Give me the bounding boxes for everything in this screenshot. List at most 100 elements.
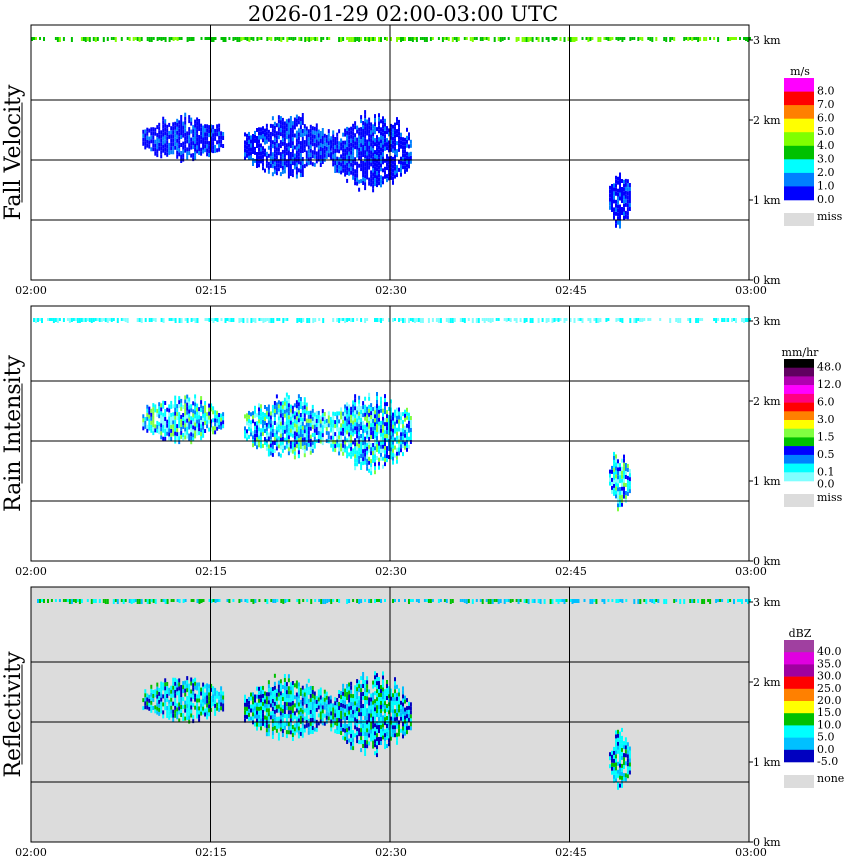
echo-pixel-cell-0227 xyxy=(372,180,375,185)
echo-pixel-cell-0210 xyxy=(158,406,161,411)
echo-pixel-cell-0210 xyxy=(142,706,145,711)
echo-pixel-cell-0227 xyxy=(390,175,392,180)
echo-pixel-cell-0227 xyxy=(366,442,369,447)
echo-pixel-cell-0227 xyxy=(364,154,367,159)
echo-pixel-cell-0227 xyxy=(380,135,382,140)
echo-pixel-cell-0210 xyxy=(152,127,155,132)
top-echo-pixel xyxy=(136,599,139,604)
echo-pixel-cell-0220 xyxy=(291,709,294,713)
echo-pixel-cell-0220 xyxy=(269,447,272,452)
echo-pixel-cell-0227 xyxy=(380,396,382,401)
echo-pixel-cell-0220 xyxy=(265,151,268,156)
echo-pixel-cell-0220 xyxy=(321,421,324,426)
echo-pixel-cell-0210 xyxy=(216,694,219,699)
echo-pixel-cell-0220 xyxy=(250,716,252,721)
top-echo-pixel xyxy=(621,599,624,603)
echo-pixel-cell-0227 xyxy=(408,428,410,433)
echo-pixel-cell-0220 xyxy=(291,417,294,422)
echo-pixel-cell-0249 xyxy=(623,765,625,770)
echo-pixel-cell-0227 xyxy=(409,428,412,432)
echo-pixel-cell-0210 xyxy=(212,426,215,431)
top-echo-pixel xyxy=(465,37,468,40)
echo-pixel-cell-0220 xyxy=(287,118,290,123)
echo-pixel-cell-0227 xyxy=(366,700,369,705)
echo-pixel-cell-0210 xyxy=(154,689,157,694)
echo-pixel-cell-0227 xyxy=(370,415,373,420)
echo-pixel-cell-0220 xyxy=(305,150,308,155)
echo-pixel-cell-0210 xyxy=(146,135,149,140)
echo-pixel-cell-0220 xyxy=(254,413,256,418)
echo-pixel-cell-0227 xyxy=(394,174,396,179)
echo-pixel-cell-0227 xyxy=(356,715,359,720)
echo-pixel-cell-0220 xyxy=(297,690,300,695)
echo-pixel-cell-0227 xyxy=(334,145,337,149)
echo-pixel-cell-0210 xyxy=(182,133,185,138)
top-echo-pixel xyxy=(216,599,219,602)
echo-pixel-cell-0210 xyxy=(164,127,167,132)
echo-pixel-cell-0210 xyxy=(150,708,153,713)
echo-pixel-cell-0227 xyxy=(370,138,373,143)
echo-pixel-cell-0227 xyxy=(392,124,394,129)
top-echo-pixel xyxy=(368,37,371,42)
echo-pixel-cell-0220 xyxy=(267,165,270,170)
echo-pixel-cell-0220 xyxy=(287,423,290,428)
echo-pixel-cell-0227 xyxy=(356,141,359,146)
echo-pixel-cell-0227 xyxy=(384,713,386,718)
echo-pixel-cell-0249 xyxy=(624,777,627,782)
echo-pixel-cell-0220 xyxy=(275,151,278,156)
echo-pixel-cell-0210 xyxy=(152,135,155,140)
echo-pixel-cell-0227 xyxy=(354,705,357,710)
echo-pixel-cell-0227 xyxy=(360,700,363,705)
echo-pixel-cell-0220 xyxy=(244,144,246,149)
echo-pixel-cell-0227 xyxy=(372,708,375,713)
echo-pixel-cell-0210 xyxy=(196,702,199,707)
top-echo-pixel xyxy=(258,318,261,321)
echo-pixel-cell-0210 xyxy=(176,691,179,696)
echo-pixel-cell-0220 xyxy=(289,404,292,409)
echo-pixel-cell-0227 xyxy=(356,683,359,688)
top-echo-pixel xyxy=(110,318,113,322)
echo-pixel-cell-0220 xyxy=(313,424,316,429)
echo-pixel-cell-0210 xyxy=(170,685,173,690)
echo-pixel-cell-0227 xyxy=(376,179,378,184)
echo-pixel-cell-0210 xyxy=(176,432,179,437)
echo-pixel-cell-0227 xyxy=(356,687,359,692)
top-echo-pixel xyxy=(619,37,622,40)
echo-pixel-cell-0220 xyxy=(315,703,318,708)
echo-pixel-cell-0227 xyxy=(346,454,349,459)
top-echo-pixel xyxy=(112,37,115,40)
echo-pixel-cell-0220 xyxy=(303,449,306,454)
echo-pixel-cell-0220 xyxy=(246,153,248,158)
echo-pixel-cell-0227 xyxy=(362,437,365,442)
echo-pixel-cell-0210 xyxy=(190,121,193,126)
echo-pixel-cell-0220 xyxy=(311,138,314,143)
echo-pixel-cell-0249 xyxy=(615,219,617,224)
top-echo-pixel xyxy=(637,37,640,41)
echo-pixel-cell-0220 xyxy=(305,134,308,139)
top-echo-pixel xyxy=(320,37,323,42)
echo-pixel-cell-0227 xyxy=(406,167,408,172)
echo-pixel-cell-0227 xyxy=(374,418,376,423)
echo-pixel-cell-0227 xyxy=(344,692,347,697)
echo-pixel-cell-0249 xyxy=(615,762,617,767)
echo-pixel-cell-0227 xyxy=(396,133,398,138)
echo-pixel-cell-0220 xyxy=(285,416,288,421)
echo-pixel-cell-0220 xyxy=(283,690,286,694)
echo-pixel-cell-0220 xyxy=(258,403,260,408)
echo-pixel-cell-0249 xyxy=(615,207,617,212)
echo-pixel-cell-0227 xyxy=(372,407,375,411)
echo-pixel-cell-0220 xyxy=(244,140,246,145)
echo-pixel-cell-0227 xyxy=(370,170,373,175)
echo-pixel-cell-0220 xyxy=(271,140,274,145)
echo-pixel-cell-0220 xyxy=(297,434,300,439)
echo-pixel-cell-0227 xyxy=(344,424,347,429)
echo-pixel-cell-0210 xyxy=(180,398,183,403)
echo-pixel-cell-0227 xyxy=(344,440,347,445)
echo-pixel-cell-0220 xyxy=(265,426,268,431)
echo-pixel-cell-0220 xyxy=(285,702,288,707)
echo-pixel-cell-0210 xyxy=(154,143,157,148)
top-echo-pixel xyxy=(150,37,153,42)
echo-pixel-cell-0227 xyxy=(346,704,349,708)
echo-pixel-cell-0227 xyxy=(388,706,390,711)
echo-pixel-cell-0210 xyxy=(202,137,205,142)
